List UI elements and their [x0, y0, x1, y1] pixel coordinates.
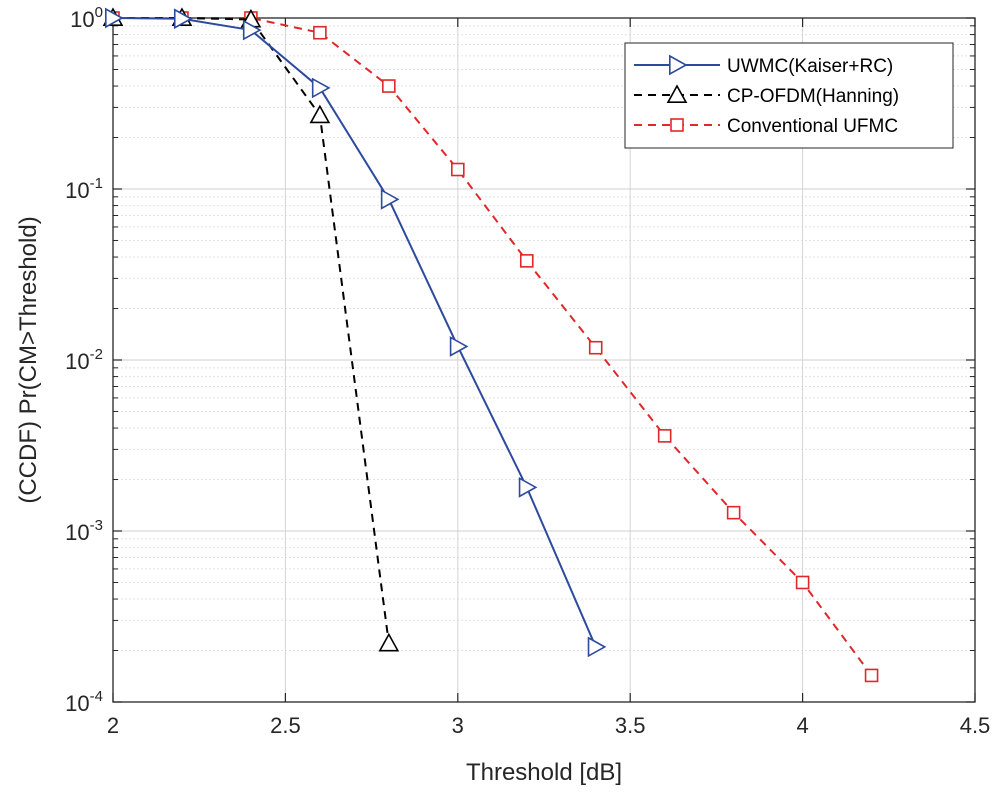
data-point-conventional-ufmc [726, 505, 741, 520]
y-tick-label: 10-4 [65, 688, 103, 716]
series-line-uwmc-kaiser-rc [112, 17, 597, 648]
y-tick-exponent: -4 [90, 688, 103, 705]
legend-label-uwmc-kaiser-rc: UWMC(Kaiser+RC) [727, 56, 893, 77]
x-tick-label: 4 [796, 713, 808, 738]
x-tick-label: 4.5 [960, 713, 991, 738]
y-tick-exponent: -3 [90, 517, 103, 534]
y-tick-base: 10 [65, 178, 89, 203]
legend-marker-uwmc-kaiser-rc [668, 54, 688, 76]
x-axis-label: Threshold [dB] [466, 759, 622, 786]
data-point-conventional-ufmc [588, 340, 603, 355]
y-tick-base: 10 [65, 349, 89, 374]
y-tick-exponent: -2 [90, 346, 103, 363]
data-point-cp-ofdm-hanning [378, 632, 400, 652]
y-tick-base: 10 [65, 691, 89, 716]
data-point-conventional-ufmc [657, 429, 672, 443]
y-tick-base: 10 [65, 520, 89, 545]
y-tick-label: 100 [70, 4, 103, 32]
data-point-uwmc-kaiser-rc [518, 476, 538, 498]
y-axis-label: (CCDF) Pr(CM>Threshold) [15, 216, 42, 503]
data-point-uwmc-kaiser-rc [449, 336, 469, 357]
x-tick-label: 2.5 [270, 713, 301, 738]
legend-marker-conventional-ufmc [670, 118, 684, 132]
data-point-conventional-ufmc [313, 25, 327, 40]
legend-marker-cp-ofdm-hanning [666, 84, 688, 103]
y-tick-label: 10-1 [65, 175, 103, 203]
data-point-uwmc-kaiser-rc [173, 8, 193, 30]
data-point-uwmc-kaiser-rc [380, 188, 400, 210]
x-tick-label: 3 [452, 713, 464, 738]
x-tick-label: 2 [107, 713, 119, 738]
legend-label-cp-ofdm-hanning: CP-OFDM(Hanning) [727, 86, 899, 107]
series-uwmc-kaiser-rc [105, 7, 607, 658]
data-point-uwmc-kaiser-rc [242, 19, 262, 41]
data-point-conventional-ufmc [795, 575, 810, 590]
data-point-conventional-ufmc [519, 254, 534, 268]
data-point-cp-ofdm-hanning [309, 104, 331, 124]
series-line-conventional-ufmc [113, 17, 873, 677]
legend-label-conventional-ufmc: Conventional UFMC [727, 116, 898, 137]
x-tick-labels: 2 2.5 3 3.5 4 4.5 [107, 713, 990, 738]
x-tick-label: 3.5 [615, 713, 646, 738]
data-point-uwmc-kaiser-rc [311, 77, 331, 99]
data-point-uwmc-kaiser-rc [587, 636, 607, 658]
y-tick-label: 10-3 [65, 517, 103, 545]
y-tick-base: 10 [70, 7, 94, 32]
data-point-conventional-ufmc [382, 79, 396, 93]
series-lines [102, 7, 879, 683]
data-point-uwmc-kaiser-rc [105, 7, 124, 29]
y-tick-label: 10-2 [65, 346, 103, 374]
y-tick-exponent: -1 [90, 175, 103, 192]
y-tick-exponent: 0 [95, 4, 103, 21]
legend: UWMC(Kaiser+RC) CP-OFDM(Hanning) Conventio… [624, 42, 954, 149]
data-point-conventional-ufmc [450, 162, 465, 177]
data-point-conventional-ufmc [864, 668, 879, 683]
